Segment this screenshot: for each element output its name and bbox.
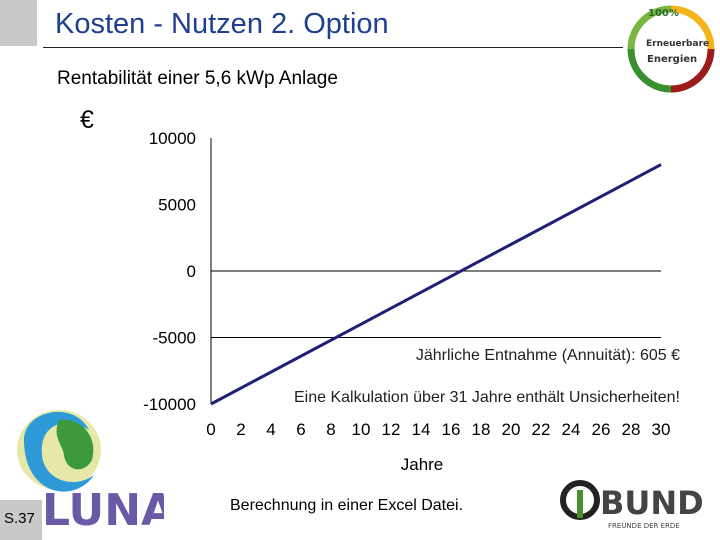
annotation-uncertainty: Eine Kalkulation über 31 Jahre enthält U… [294,389,680,406]
bund-logo: BUND FREUNDE DER ERDE [560,480,704,530]
x-tick-label: 26 [592,420,611,439]
x-tick-label: 0 [206,420,215,439]
svg-text:Erneuerbare: Erneuerbare [646,39,709,49]
y-tick-labels: 10000 5000 0 -5000 -10000 [143,129,196,414]
annotation-annuity: Jährliche Entnahme (Annuität): 605 € [416,347,680,364]
svg-text:BUND: BUND [600,484,704,522]
x-axis-label: Jahre [401,455,444,474]
x-tick-label: 20 [502,420,521,439]
x-tick-label: 30 [652,420,671,439]
x-tick-label: 22 [532,420,551,439]
x-tick-label: 6 [296,420,305,439]
y-tick-label: 0 [187,262,196,281]
y-tick-label: -10000 [143,395,196,414]
page-subtitle: Rentabilität einer 5,6 kWp Anlage [57,68,338,89]
renewable-energy-logo: 100% Erneuerbare Energien [627,5,715,93]
svg-text:FREUNDE DER ERDE: FREUNDE DER ERDE [608,522,680,530]
x-tick-label: 10 [352,420,371,439]
x-tick-label: 24 [562,420,581,439]
svg-text:Energien: Energien [647,54,697,65]
x-tick-label: 14 [412,420,431,439]
y-axis-unit-label: € [80,106,94,134]
x-tick-label: 4 [266,420,275,439]
page-title: Kosten - Nutzen 2. Option [55,8,389,40]
svg-text:100%: 100% [648,8,679,19]
x-tick-label: 12 [382,420,401,439]
series-layer [210,163,662,406]
x-tick-label: 2 [236,420,245,439]
footer-note: Berechnung in einer Excel Datei. [230,497,464,514]
y-tick-label: 5000 [158,196,196,215]
page-number: S.37 [4,510,35,527]
x-tick-label: 16 [442,420,461,439]
y-tick-label: -5000 [153,329,196,348]
title-divider [43,47,623,48]
x-tick-label: 18 [472,420,491,439]
page-number-box [0,500,42,540]
x-tick-label: 8 [326,420,335,439]
x-tick-label: 28 [622,420,641,439]
series-line [210,163,662,406]
y-tick-label: 10000 [149,129,196,148]
luna-logo: LUNA [17,410,164,535]
corner-decoration [0,0,37,46]
svg-text:LUNA: LUNA [42,485,164,535]
x-tick-labels: 0 2 4 6 8 10 12 14 16 18 20 22 24 26 28 30 [206,420,670,439]
